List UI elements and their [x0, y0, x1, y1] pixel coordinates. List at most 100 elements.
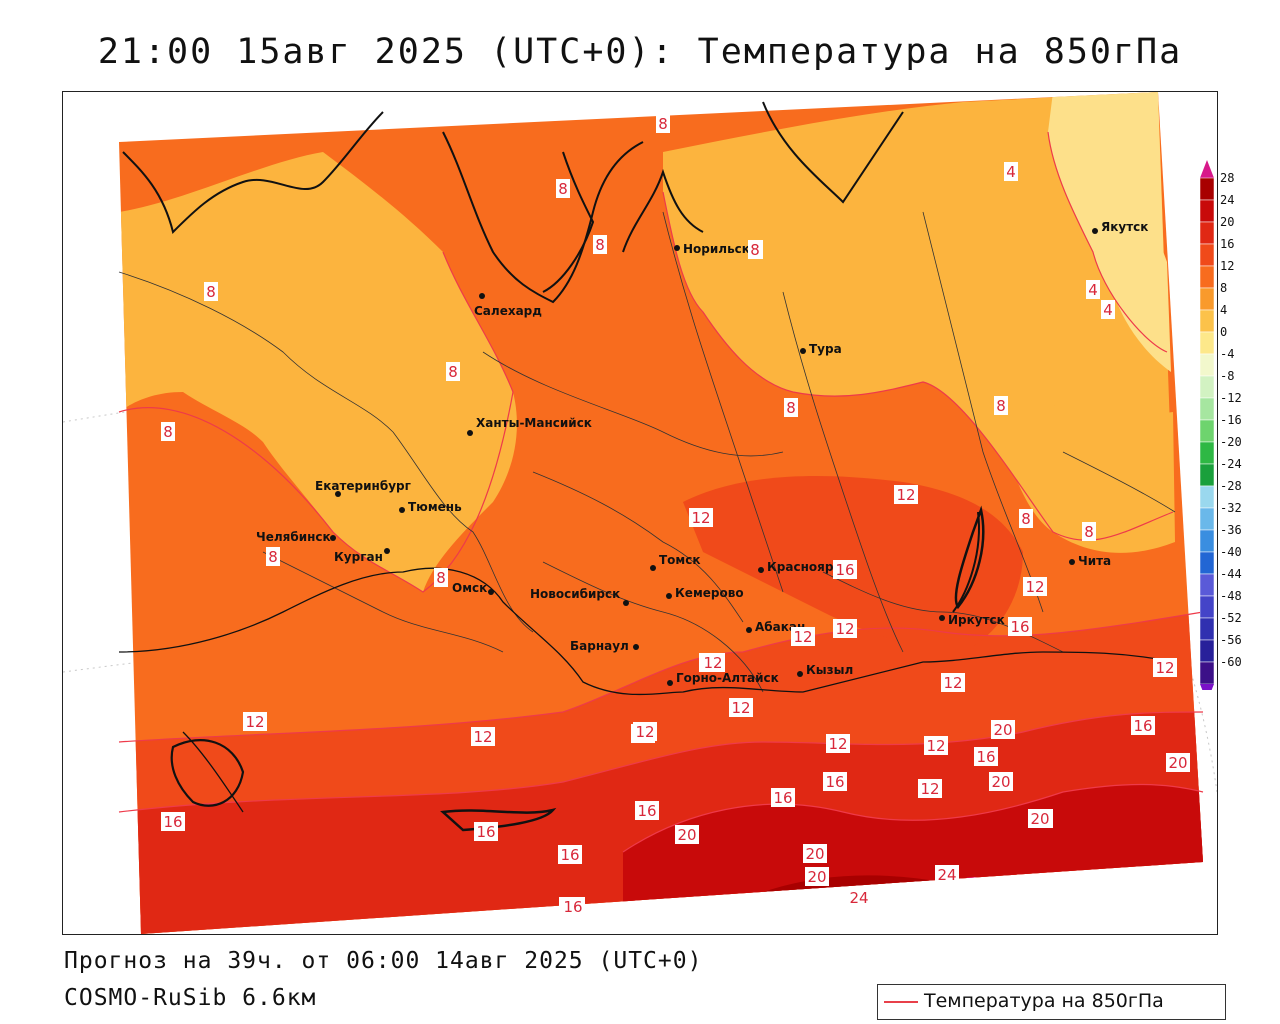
- svg-text:Иркутск: Иркутск: [948, 613, 1005, 627]
- colorbar-swatch: [1200, 639, 1215, 663]
- isotherm-label: 24: [847, 888, 871, 907]
- city-barnaul: Барнаул: [570, 639, 639, 653]
- colorbar-bottom-arrow: [1200, 684, 1214, 690]
- svg-text:8: 8: [996, 397, 1006, 415]
- isotherm-label: 12: [633, 722, 657, 741]
- colorbar-tick-label: -52: [1220, 611, 1242, 625]
- isotherm-label: 8: [593, 235, 607, 254]
- isotherm-label: 16: [833, 560, 857, 579]
- city-krasnoyarsk: Красноярск: [758, 560, 849, 574]
- isotherm-label: 16: [823, 772, 847, 791]
- isotherm-label: 4: [1101, 300, 1115, 319]
- svg-text:Красноярск: Красноярск: [767, 560, 849, 574]
- city-novosibirsk: Новосибирск: [530, 587, 629, 606]
- svg-text:8: 8: [448, 363, 458, 381]
- svg-text:Норильск: Норильск: [683, 242, 750, 256]
- svg-text:8: 8: [558, 180, 568, 198]
- colorbar-swatch: [1200, 177, 1215, 201]
- colorbar-swatch: [1200, 441, 1215, 465]
- city-kemerovo: Кемерово: [666, 586, 744, 600]
- colorbar-tick-label: 24: [1220, 193, 1234, 207]
- colorbar-top-arrow: [1200, 160, 1214, 178]
- colorbar-swatch: [1200, 199, 1215, 223]
- svg-text:16: 16: [560, 846, 579, 864]
- svg-text:12: 12: [1155, 659, 1174, 677]
- isotherm-label: 20: [991, 720, 1015, 739]
- colorbar-swatch: [1200, 221, 1215, 245]
- city-omsk: Омск: [452, 581, 494, 595]
- forecast-info: Прогноз на 39ч. от 06:00 14авг 2025 (UTC…: [64, 948, 703, 974]
- svg-text:12: 12: [926, 737, 945, 755]
- svg-text:8: 8: [595, 236, 605, 254]
- svg-text:Новосибирск: Новосибирск: [530, 587, 620, 601]
- isotherm-label: 8: [204, 282, 218, 301]
- svg-text:Челябинск: Челябинск: [256, 530, 331, 544]
- svg-text:16: 16: [476, 823, 495, 841]
- svg-text:16: 16: [773, 789, 792, 807]
- colorbar-swatch: [1200, 617, 1215, 641]
- lake-aral: [170, 739, 245, 807]
- colorbar-swatch: [1200, 309, 1215, 333]
- svg-text:20: 20: [807, 868, 826, 886]
- svg-text:Салехард: Салехард: [474, 304, 542, 318]
- svg-text:12: 12: [920, 780, 939, 798]
- city-irkutsk: Иркутск: [939, 613, 1005, 627]
- colorbar-swatch: [1200, 397, 1215, 421]
- colorbar-tick-label: -16: [1220, 413, 1242, 427]
- colorbar-swatch: [1200, 485, 1215, 509]
- colorbar-swatch: [1200, 265, 1215, 289]
- isotherm-label: 4: [1004, 162, 1018, 181]
- colorbar-swatch: [1200, 661, 1215, 685]
- city-yekaterinburg: Екатеринбург: [315, 479, 411, 497]
- isotherm-label: 8: [656, 114, 670, 133]
- svg-text:Ханты-Мансийск: Ханты-Мансийск: [476, 416, 592, 430]
- colorbar-tick-label: -20: [1220, 435, 1242, 449]
- svg-text:16: 16: [637, 802, 656, 820]
- svg-text:20: 20: [677, 826, 696, 844]
- isotherm-label: 20: [989, 772, 1013, 791]
- svg-text:Курган: Курган: [334, 550, 383, 564]
- svg-text:20: 20: [1030, 810, 1049, 828]
- colorbar-tick-label: 0: [1220, 325, 1227, 339]
- svg-text:12: 12: [473, 728, 492, 746]
- isotherm-label: 4: [1086, 280, 1100, 299]
- svg-text:12: 12: [691, 509, 710, 527]
- city-norilsk: Норильск: [674, 242, 750, 256]
- svg-text:Горно-Алтайск: Горно-Алтайск: [676, 671, 779, 685]
- svg-text:16: 16: [563, 898, 582, 916]
- svg-text:8: 8: [268, 548, 278, 566]
- colorbar-swatch: [1200, 353, 1215, 377]
- colorbar-tick-label: -44: [1220, 567, 1242, 581]
- isotherm-label: 8: [266, 547, 280, 566]
- colorbar-swatch: [1200, 507, 1215, 531]
- svg-text:8: 8: [206, 283, 216, 301]
- map-title: 21:00 15авг 2025 (UTC+0): Температура на…: [97, 32, 1183, 72]
- colorbar-tick-label: -4: [1220, 347, 1234, 361]
- isotherm-label: 8: [1019, 509, 1033, 528]
- svg-text:12: 12: [635, 723, 654, 741]
- hot-spot: [959, 877, 987, 893]
- svg-text:Томск: Томск: [659, 553, 701, 567]
- isotherm-label: 24: [935, 865, 959, 884]
- svg-text:12: 12: [1025, 578, 1044, 596]
- colorbar-tick-label: -28: [1220, 479, 1242, 493]
- isotherm-label: 16: [635, 801, 659, 820]
- colorbar-swatch: [1200, 463, 1215, 487]
- svg-text:16: 16: [1010, 618, 1029, 636]
- isotherm-label: 8: [748, 240, 762, 259]
- isotherm-label: 16: [1008, 617, 1032, 636]
- colorbar-tick-label: 8: [1220, 281, 1227, 295]
- colorbar-swatch: [1200, 331, 1215, 355]
- svg-text:12: 12: [731, 699, 750, 717]
- isotherm-label: 20: [675, 825, 699, 844]
- svg-text:8: 8: [163, 423, 173, 441]
- svg-text:24: 24: [849, 889, 868, 907]
- svg-text:8: 8: [1021, 510, 1031, 528]
- contour-legend: Температура на 850гПа: [877, 984, 1226, 1020]
- svg-text:12: 12: [703, 654, 722, 672]
- colorbar-tick-label: -8: [1220, 369, 1234, 383]
- model-info: COSMO-RuSib 6.6км: [64, 985, 317, 1011]
- svg-text:20: 20: [991, 773, 1010, 791]
- isotherm-label: 16: [771, 788, 795, 807]
- svg-text:8: 8: [658, 115, 668, 133]
